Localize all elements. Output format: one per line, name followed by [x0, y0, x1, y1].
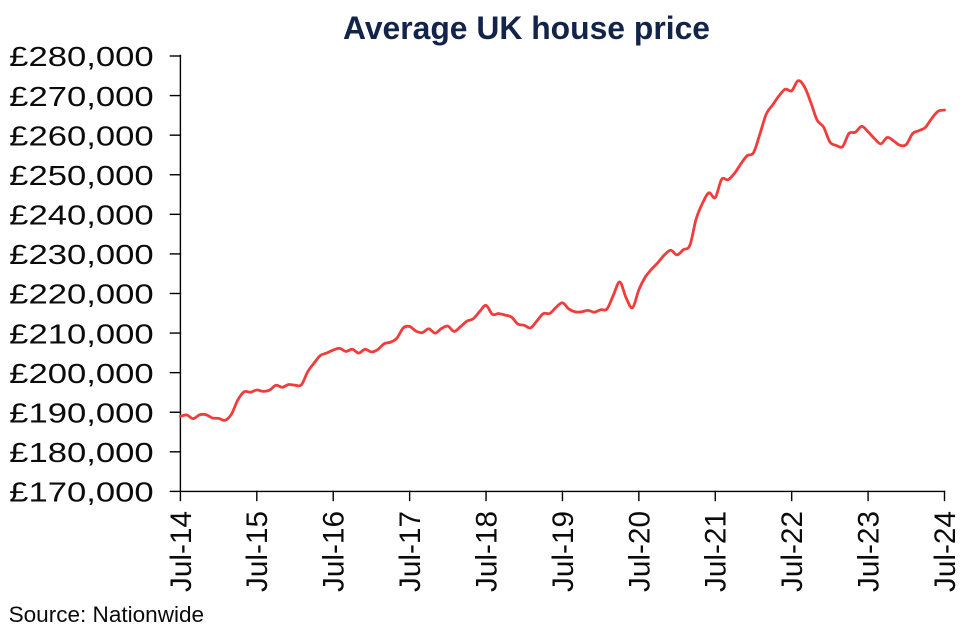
svg-text:Jul-23: Jul-23	[852, 511, 885, 592]
svg-text:Jul-17: Jul-17	[394, 511, 427, 592]
svg-text:£180,000: £180,000	[9, 437, 154, 468]
svg-text:£190,000: £190,000	[9, 397, 154, 428]
svg-text:Jul-14: Jul-14	[165, 511, 198, 592]
svg-text:£170,000: £170,000	[9, 477, 154, 508]
svg-text:Jul-19: Jul-19	[547, 511, 580, 592]
svg-text:Jul-22: Jul-22	[776, 511, 809, 592]
svg-text:Jul-18: Jul-18	[470, 511, 503, 592]
svg-text:£260,000: £260,000	[9, 120, 154, 151]
svg-text:Jul-24: Jul-24	[929, 511, 962, 592]
svg-text:£270,000: £270,000	[9, 81, 154, 112]
svg-text:£210,000: £210,000	[9, 318, 154, 349]
svg-text:£200,000: £200,000	[9, 358, 154, 389]
svg-text:Average UK house price: Average UK house price	[343, 10, 710, 46]
svg-text:£250,000: £250,000	[9, 160, 154, 191]
svg-text:£220,000: £220,000	[9, 279, 154, 310]
svg-text:Jul-20: Jul-20	[623, 511, 656, 592]
svg-text:£230,000: £230,000	[9, 239, 154, 270]
svg-text:Source: Nationwide: Source: Nationwide	[9, 602, 204, 627]
svg-text:Jul-15: Jul-15	[241, 511, 274, 592]
svg-text:Jul-21: Jul-21	[700, 511, 733, 592]
svg-text:£280,000: £280,000	[9, 41, 154, 72]
svg-text:Jul-16: Jul-16	[318, 511, 351, 592]
svg-text:£240,000: £240,000	[9, 200, 154, 231]
